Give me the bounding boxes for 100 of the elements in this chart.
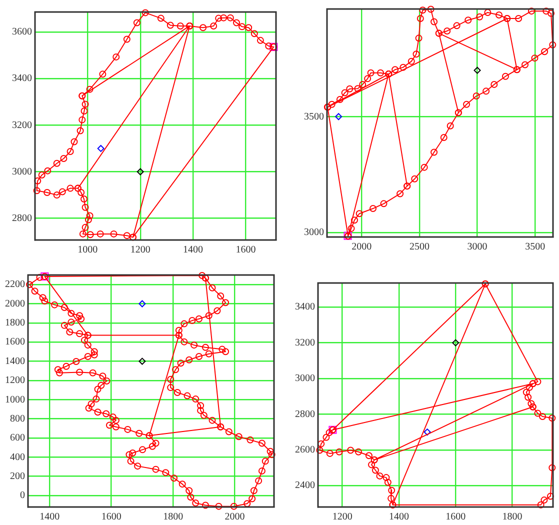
y-tick-label: 800 bbox=[10, 413, 25, 424]
x-tick-label: 1800 bbox=[502, 512, 522, 523]
point bbox=[66, 184, 74, 192]
point bbox=[250, 30, 258, 38]
point bbox=[123, 232, 130, 240]
point bbox=[82, 224, 89, 231]
point bbox=[86, 86, 94, 93]
point bbox=[548, 464, 556, 472]
point bbox=[78, 116, 86, 124]
point bbox=[322, 434, 330, 441]
point bbox=[548, 414, 556, 422]
y-tick-label: 1000 bbox=[5, 394, 25, 406]
y-tick-label: 2800 bbox=[12, 212, 32, 224]
point bbox=[44, 188, 51, 196]
point bbox=[388, 494, 395, 502]
x-tick-label: 1400 bbox=[388, 512, 409, 523]
y-tick-label: 2400 bbox=[295, 480, 315, 492]
point bbox=[232, 19, 240, 26]
x-tick-label: 1600 bbox=[236, 244, 256, 256]
point bbox=[80, 196, 88, 203]
point bbox=[347, 446, 354, 454]
point bbox=[58, 188, 66, 196]
x-tick-label: 1400 bbox=[183, 244, 204, 256]
point bbox=[66, 148, 74, 155]
point bbox=[265, 42, 272, 50]
x-tick-label: 1600 bbox=[101, 512, 122, 523]
point bbox=[76, 127, 84, 134]
point bbox=[382, 474, 390, 482]
point bbox=[384, 478, 392, 486]
x-tick-label: 1000 bbox=[78, 244, 98, 256]
point bbox=[534, 378, 542, 386]
x-tick-label: 2000 bbox=[224, 512, 245, 523]
point bbox=[326, 450, 334, 457]
x-tick-label: 1400 bbox=[40, 512, 60, 523]
x-tick-label: 3500 bbox=[525, 242, 546, 253]
point bbox=[96, 230, 104, 238]
point bbox=[528, 400, 535, 408]
y-tick-label: 1600 bbox=[5, 336, 25, 348]
point bbox=[133, 19, 140, 26]
y-tick-label: 3000 bbox=[12, 166, 32, 178]
y-tick-label: 2600 bbox=[295, 444, 315, 456]
point bbox=[60, 154, 68, 162]
y-tick-label: 2800 bbox=[295, 408, 315, 420]
y-tick-label: 3600 bbox=[12, 26, 32, 38]
x-tick-label: 1600 bbox=[446, 512, 466, 523]
point bbox=[97, 144, 104, 152]
point bbox=[388, 486, 396, 494]
x-tick-label: 2500 bbox=[409, 242, 430, 253]
point bbox=[335, 113, 342, 120]
point bbox=[79, 230, 86, 238]
point bbox=[53, 160, 60, 167]
point bbox=[452, 339, 460, 346]
x-tick-label: 1200 bbox=[332, 512, 352, 523]
point bbox=[210, 22, 218, 30]
point bbox=[226, 14, 234, 22]
y-tick-label: 3400 bbox=[12, 73, 32, 84]
point bbox=[537, 501, 544, 508]
point bbox=[138, 358, 146, 365]
point bbox=[316, 446, 324, 454]
point bbox=[80, 107, 88, 114]
point bbox=[110, 230, 118, 238]
point bbox=[99, 70, 106, 78]
point bbox=[424, 428, 431, 436]
point bbox=[136, 168, 144, 176]
point bbox=[539, 413, 546, 420]
point bbox=[53, 192, 60, 199]
point bbox=[157, 14, 164, 22]
point bbox=[82, 204, 89, 211]
point bbox=[474, 66, 481, 74]
point bbox=[220, 14, 228, 22]
point bbox=[86, 212, 94, 220]
y-tick-label: 600 bbox=[10, 432, 25, 444]
point bbox=[78, 188, 85, 196]
point bbox=[522, 388, 530, 396]
y-tick-label: 1400 bbox=[5, 356, 25, 367]
point bbox=[368, 461, 376, 468]
point bbox=[365, 452, 372, 460]
point bbox=[86, 231, 94, 238]
y-tick-label: 3000 bbox=[295, 373, 315, 384]
point bbox=[70, 138, 78, 146]
point bbox=[354, 448, 362, 456]
point bbox=[176, 22, 184, 30]
y-tick-label: 0 bbox=[20, 490, 25, 502]
point bbox=[372, 466, 379, 474]
point bbox=[524, 394, 532, 401]
point bbox=[200, 24, 207, 32]
y-tick-label: 2000 bbox=[5, 298, 25, 310]
point bbox=[238, 23, 246, 30]
point bbox=[112, 53, 120, 60]
point bbox=[526, 384, 533, 391]
y-tick-label: 3400 bbox=[295, 302, 315, 313]
point bbox=[44, 167, 52, 174]
y-tick-label: 1200 bbox=[5, 375, 25, 386]
point bbox=[256, 36, 264, 44]
point bbox=[326, 429, 333, 436]
point bbox=[84, 216, 92, 224]
x-tick-label: 2000 bbox=[352, 242, 372, 253]
point bbox=[142, 9, 149, 16]
y-tick-label: 3200 bbox=[295, 337, 315, 348]
point bbox=[33, 187, 40, 194]
